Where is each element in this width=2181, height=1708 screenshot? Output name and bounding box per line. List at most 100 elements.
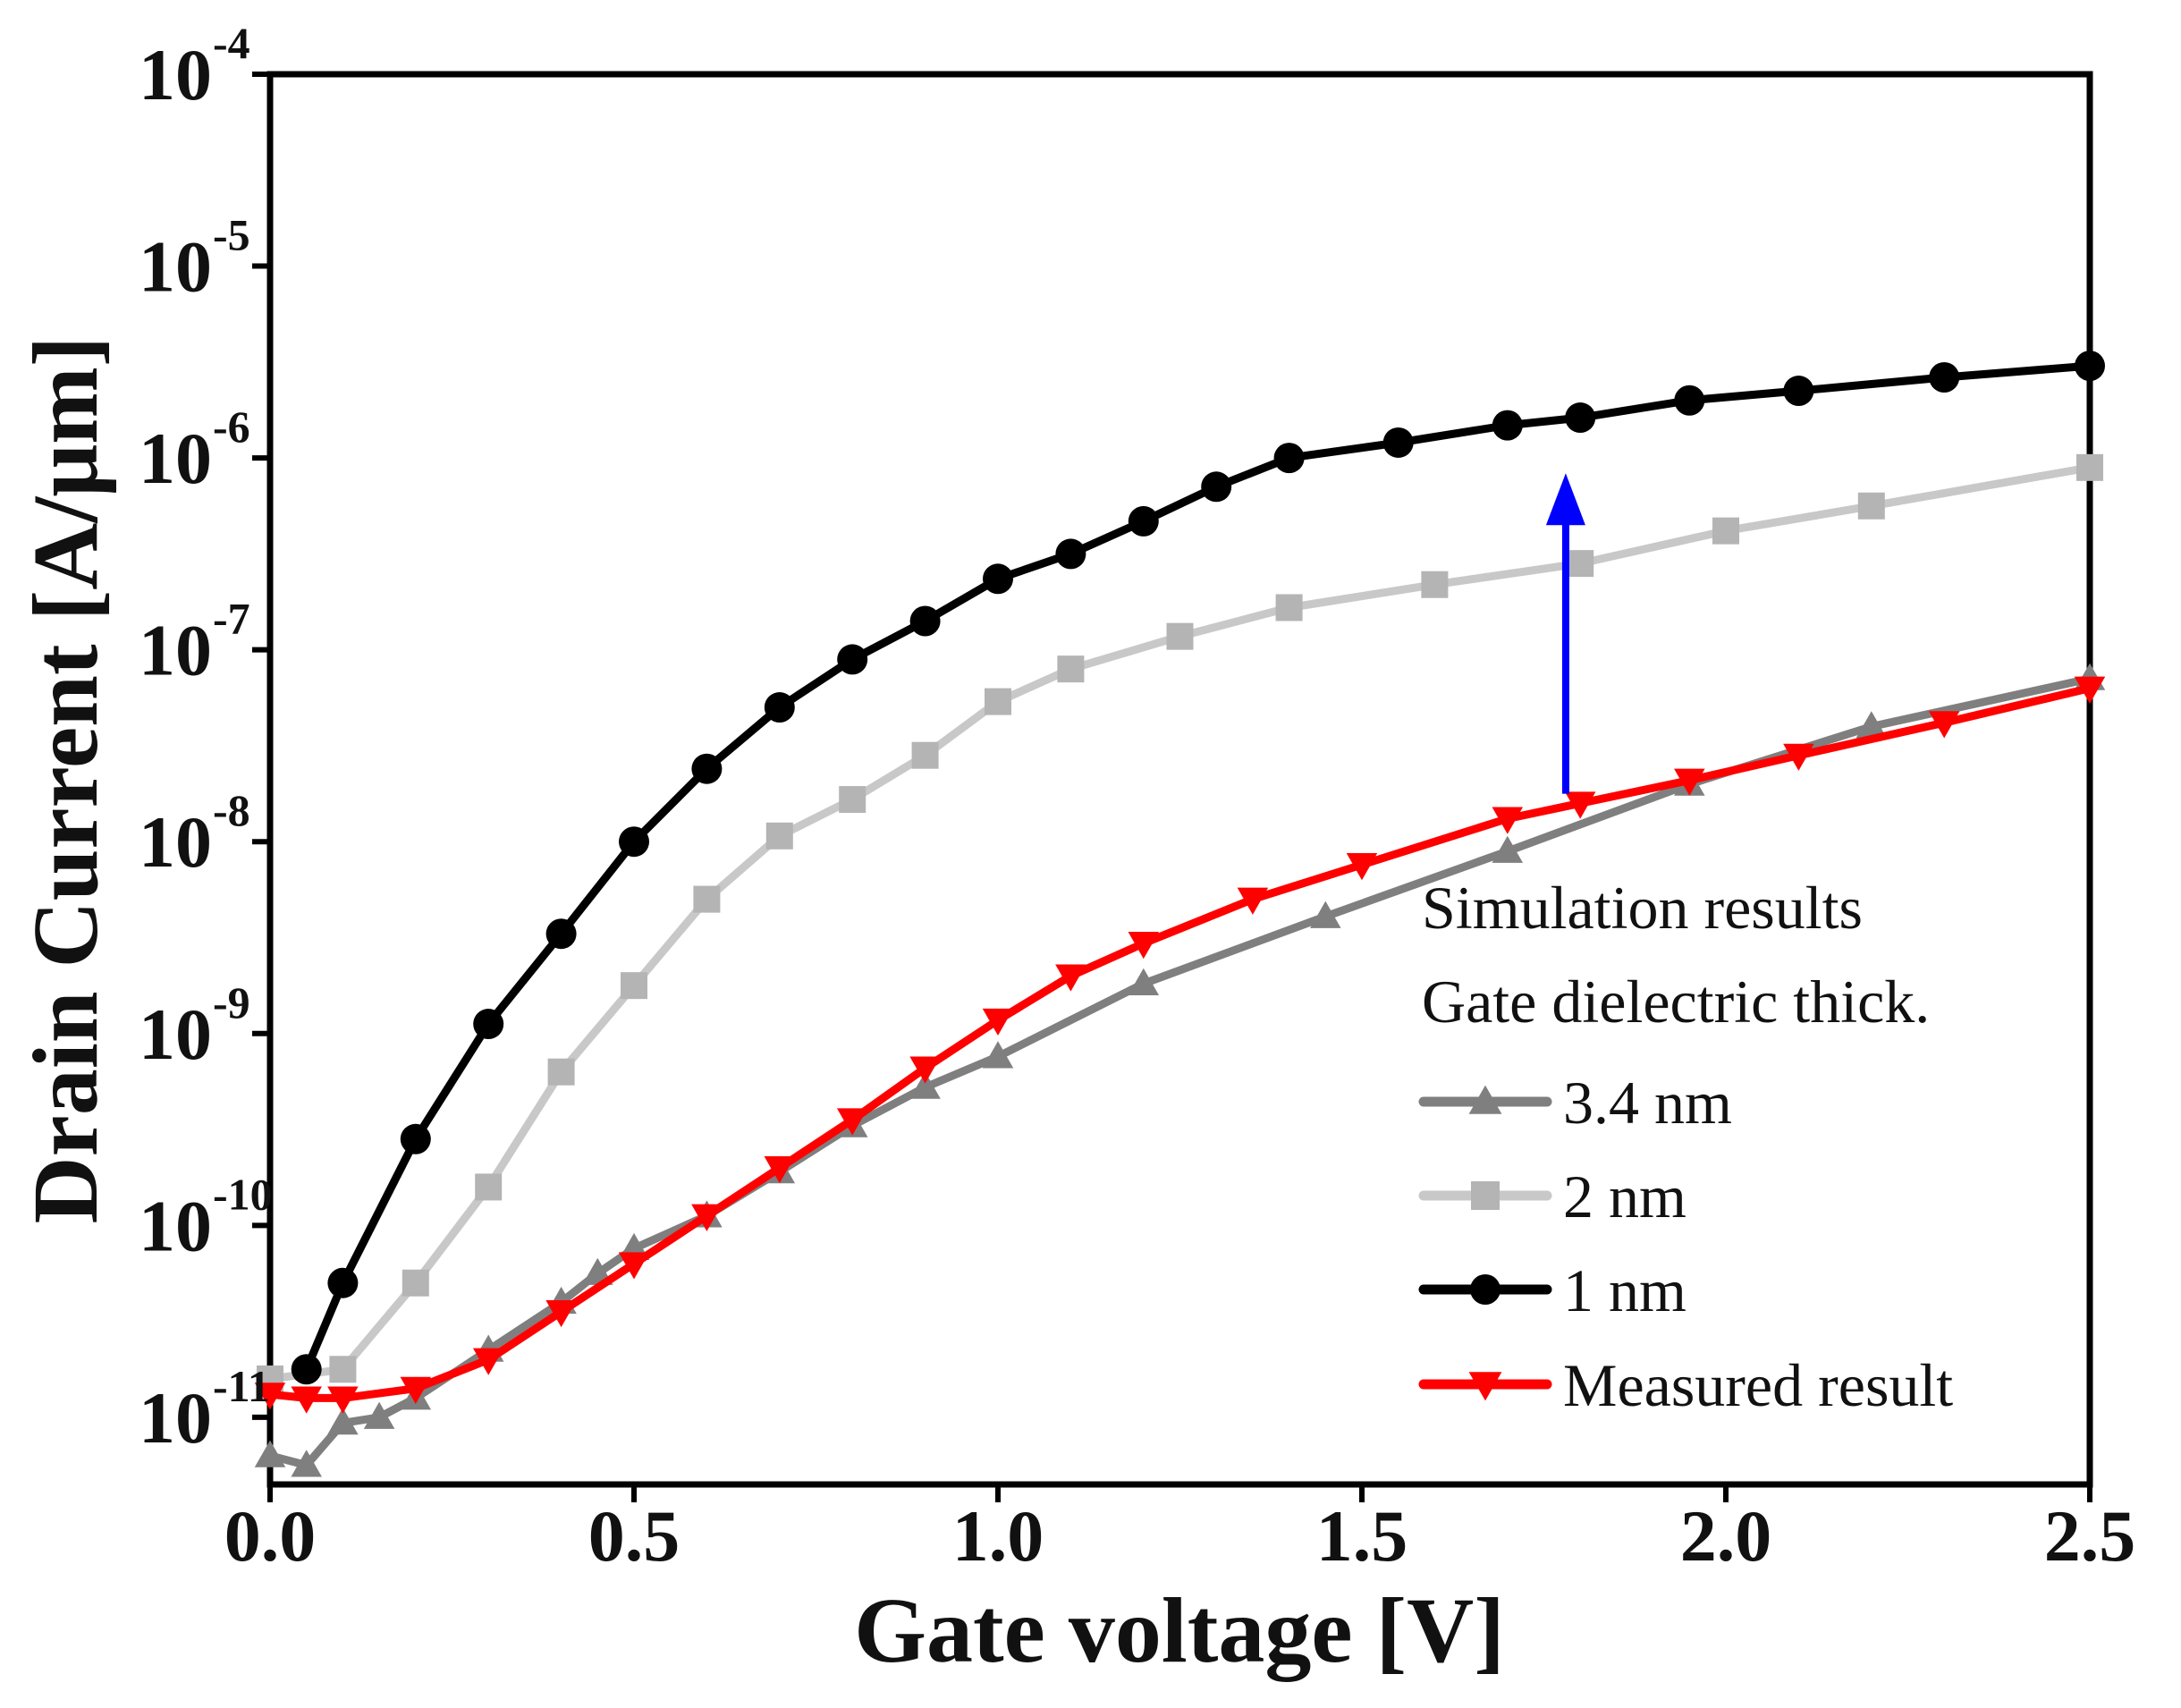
- data-point: [327, 1267, 359, 1298]
- data-point: [983, 563, 1013, 595]
- data-point: [363, 1401, 395, 1429]
- data-point: [1564, 791, 1596, 819]
- data-point: [1273, 443, 1305, 474]
- data-point: [1783, 376, 1814, 407]
- data-point: [764, 1156, 796, 1184]
- x-tick-label: 2.5: [2044, 1495, 2136, 1577]
- y-tick-label: 10: [139, 994, 212, 1075]
- data-point: [1128, 968, 1160, 995]
- data-point: [982, 1041, 1014, 1069]
- data-point: [765, 822, 793, 850]
- series-line-1-nm: [302, 361, 2094, 1374]
- y-tick-exponent: -7: [213, 594, 250, 644]
- data-point: [1310, 901, 1341, 928]
- data-point: [1201, 471, 1232, 503]
- data-point: [985, 688, 1011, 715]
- data-point: [1565, 402, 1596, 434]
- data-point: [693, 885, 721, 913]
- y-tick-exponent: -11: [213, 1361, 270, 1411]
- data-point: [1856, 711, 1888, 739]
- y-tick-exponent: -4: [213, 18, 250, 68]
- data-point: [291, 1354, 322, 1385]
- legend: Simulation results Gate dielectric thick…: [1418, 874, 1953, 1419]
- data-point: [691, 753, 723, 784]
- legend-marker: [1471, 1181, 1500, 1210]
- data-point: [836, 1108, 868, 1136]
- data-point: [1128, 932, 1160, 960]
- data-point: [2076, 453, 2103, 481]
- legend-marker: [1468, 1085, 1502, 1114]
- data-point: [1567, 550, 1594, 578]
- y-tick-label: 10: [139, 610, 212, 691]
- data-point: [1928, 711, 1960, 739]
- legend-label: Measured result: [1563, 1351, 1953, 1419]
- series-layer: [254, 351, 2106, 1477]
- data-point: [1057, 655, 1085, 683]
- data-point: [1492, 835, 1524, 863]
- legend-entry-3-4-nm: 3.4 nm: [1418, 1069, 1732, 1137]
- data-point: [1421, 571, 1449, 598]
- legend-entries: 3.4 nm 2 nm 1 nm Measured result: [1418, 1069, 1953, 1419]
- legend-label: 1 nm: [1563, 1256, 1686, 1324]
- y-tick-exponent: -10: [213, 1169, 273, 1219]
- series-measured-result: [254, 676, 2106, 1414]
- data-point: [2074, 676, 2106, 704]
- data-point: [1674, 385, 1705, 416]
- legend-label: 2 nm: [1563, 1163, 1686, 1230]
- data-point: [1275, 594, 1303, 621]
- y-tick-exponent: -6: [213, 402, 250, 452]
- data-point: [1712, 517, 1739, 545]
- legend-title-line-1: Simulation results: [1422, 874, 1863, 942]
- x-tick-label: 1.5: [1316, 1495, 1408, 1577]
- y-tick-label: 10: [139, 1185, 212, 1266]
- data-point: [909, 1071, 941, 1099]
- y-tick-label: 10: [139, 801, 212, 883]
- data-point: [1674, 768, 1705, 796]
- data-point: [1492, 410, 1523, 441]
- data-point: [1346, 853, 1378, 881]
- data-point: [327, 1408, 359, 1435]
- data-point: [982, 1008, 1014, 1036]
- data-point: [472, 1348, 504, 1375]
- data-point: [402, 1269, 429, 1297]
- data-point: [547, 1058, 575, 1086]
- legend-marker: [1470, 1274, 1500, 1305]
- data-point: [618, 1252, 650, 1280]
- data-point: [254, 1382, 286, 1410]
- plot-frame: [266, 71, 2093, 1488]
- arrow-head: [1545, 473, 1585, 526]
- data-point: [473, 1009, 504, 1040]
- data-point: [1055, 964, 1086, 992]
- data-point: [839, 786, 866, 814]
- y-tick-label: 10: [139, 1377, 212, 1459]
- y-tick-exponent: -5: [213, 210, 250, 260]
- legend-entry-2-nm: 2 nm: [1418, 1163, 1686, 1230]
- data-point: [475, 1173, 503, 1201]
- data-point: [291, 1386, 322, 1414]
- data-point: [911, 741, 939, 769]
- data-point: [1492, 807, 1524, 834]
- legend-marker: [1468, 1372, 1502, 1401]
- data-point: [1237, 887, 1269, 915]
- x-tick-label: 0.5: [588, 1495, 681, 1577]
- data-point: [1055, 538, 1086, 570]
- series-1-nm: [291, 351, 2105, 1385]
- y-tick-label: 10: [139, 34, 212, 115]
- series-line-measured-result: [266, 684, 2094, 1402]
- legend-title-line-2: Gate dielectric thick.: [1422, 968, 1930, 1036]
- data-point: [254, 1440, 286, 1467]
- data-point: [691, 1204, 723, 1231]
- data-point: [400, 1376, 432, 1404]
- data-point: [327, 1386, 359, 1414]
- data-point: [837, 644, 868, 675]
- data-point: [1783, 743, 1814, 771]
- data-point: [1128, 505, 1159, 537]
- data-point: [545, 918, 577, 950]
- data-point: [909, 605, 941, 637]
- y-tick-exponent: -8: [213, 785, 250, 835]
- x-tick-label: 2.0: [1680, 1495, 1772, 1577]
- data-point: [621, 972, 647, 1000]
- data-point: [764, 692, 795, 723]
